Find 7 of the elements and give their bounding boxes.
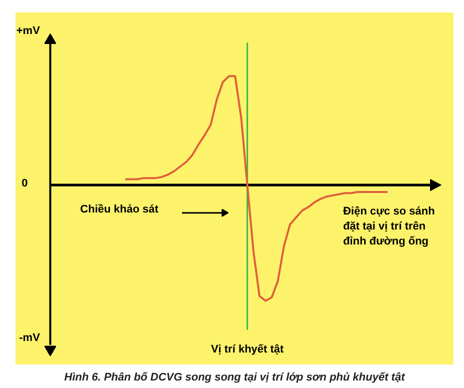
text: -mV (19, 332, 41, 344)
text: Vị trí khyết tật (210, 343, 284, 356)
text: +mV (16, 25, 41, 38)
text: Hình 6. Phân bố DCVG song song tại vị trí lớp sơn phủ khuyết tật (64, 372, 406, 384)
annotation: Chiều khảo sát (80, 203, 159, 216)
annotation: Điện cực so sánh đặt tại vị trí trên đỉnh đường ống (343, 206, 436, 248)
text: 0 (22, 178, 28, 190)
